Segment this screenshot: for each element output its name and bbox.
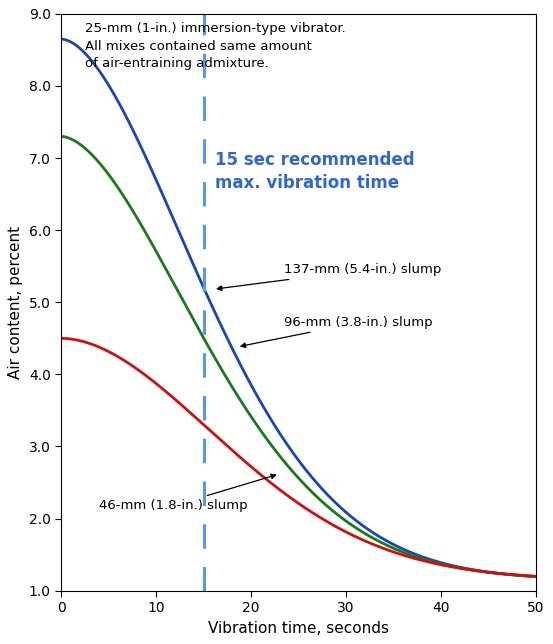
Text: 46-mm (1.8-in.) slump: 46-mm (1.8-in.) slump: [100, 474, 275, 512]
Text: 137-mm (5.4-in.) slump: 137-mm (5.4-in.) slump: [217, 263, 442, 290]
Y-axis label: Air content, percent: Air content, percent: [8, 225, 23, 379]
Text: 96-mm (3.8-in.) slump: 96-mm (3.8-in.) slump: [241, 316, 433, 348]
X-axis label: Vibration time, seconds: Vibration time, seconds: [208, 621, 389, 636]
Text: 15 sec recommended
max. vibration time: 15 sec recommended max. vibration time: [215, 151, 415, 192]
Text: 25-mm (1-in.) immersion-type vibrator.
All mixes contained same amount
of air-en: 25-mm (1-in.) immersion-type vibrator. A…: [85, 23, 346, 70]
